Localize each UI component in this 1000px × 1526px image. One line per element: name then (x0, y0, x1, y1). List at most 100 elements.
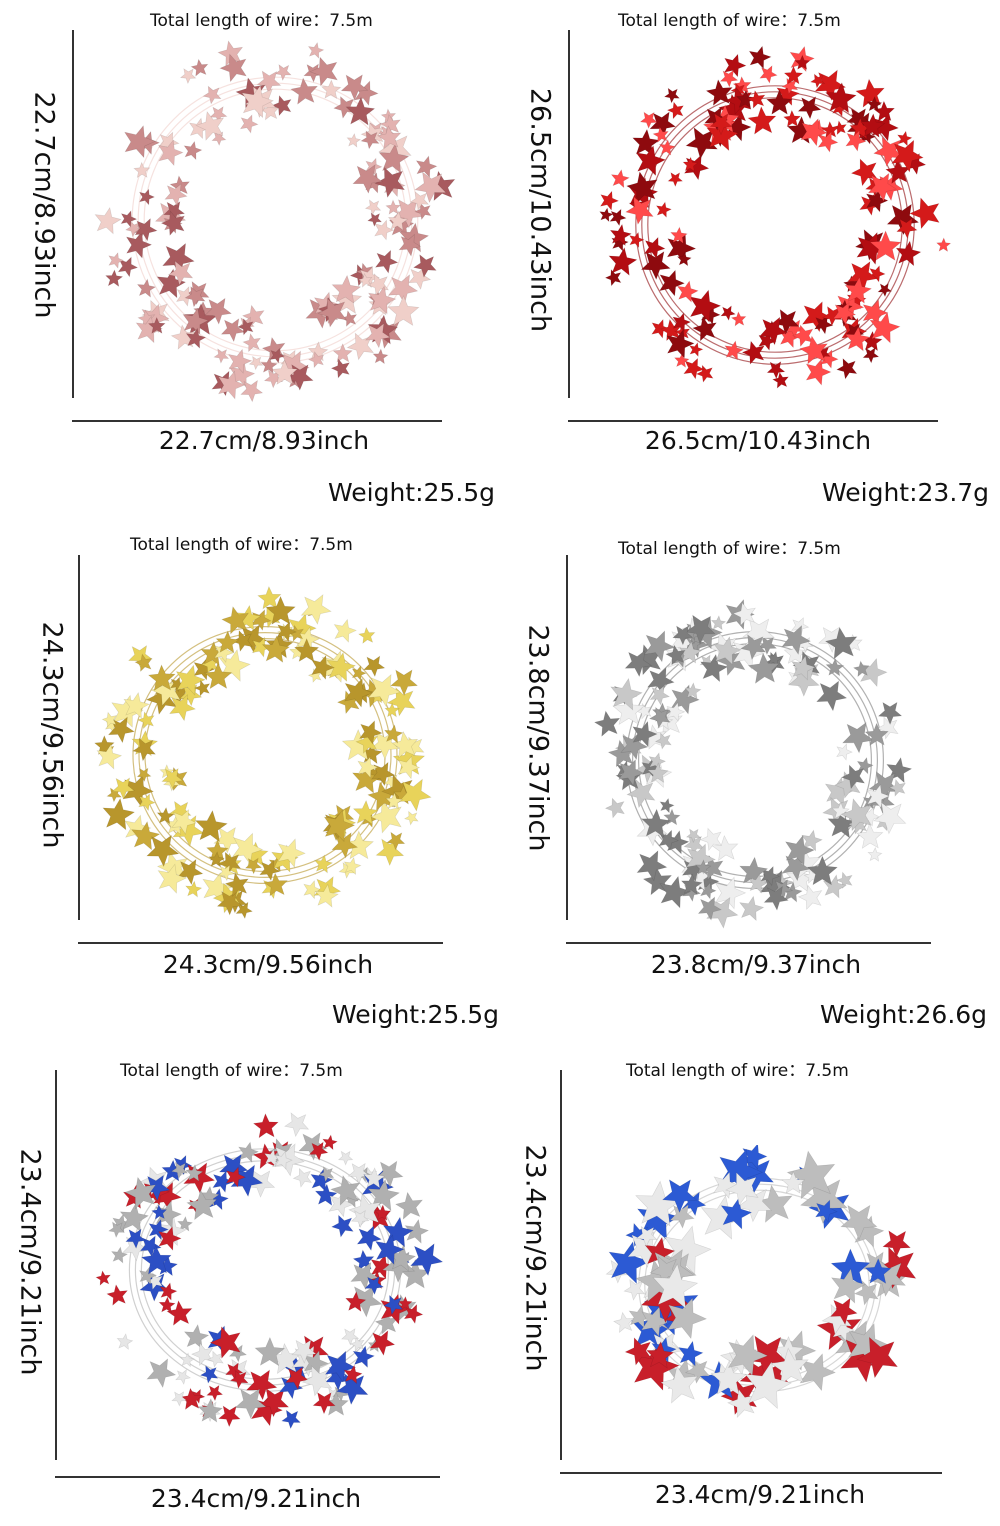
weight-label: Weight:25.5g (328, 478, 496, 507)
wreath-star (798, 335, 829, 365)
wreath-star (599, 207, 614, 223)
wreath-star (685, 614, 716, 645)
wreath-star (263, 872, 289, 897)
wreath-star (364, 322, 391, 349)
wreath-star (697, 896, 722, 921)
wreath-star (682, 156, 699, 172)
wreath-star (326, 651, 357, 682)
weight-label: Weight:25.5g (332, 1000, 500, 1029)
wreath-star (809, 73, 826, 89)
wreath-star (301, 1365, 333, 1397)
wreath-star (369, 800, 402, 834)
wreath-star (95, 1270, 112, 1286)
wreath-star (695, 364, 714, 383)
wreath-star (724, 340, 745, 361)
wreath-star (608, 246, 638, 276)
wreath-star (311, 654, 336, 681)
star-wreath-image-rose-gold (94, 40, 456, 403)
wreath-star (284, 1112, 310, 1138)
wreath-star (659, 875, 692, 909)
wreath-star (409, 1243, 444, 1277)
wreath-star (102, 797, 136, 831)
wreath-star (415, 155, 438, 178)
wreath-star (291, 1339, 317, 1364)
wreath-star (723, 53, 747, 78)
wreath-star (125, 1228, 147, 1249)
wreath-star (271, 359, 299, 385)
wreath-star (732, 602, 756, 627)
wreath-star (725, 1171, 759, 1207)
wreath-star (824, 626, 858, 660)
wreath-star (782, 109, 802, 128)
wreath-star (285, 1366, 309, 1391)
wreath-star (331, 274, 362, 304)
wreath-star (312, 1391, 336, 1415)
wreath-star (221, 605, 250, 635)
wreath-star (322, 1134, 339, 1151)
wreath-star (176, 1215, 194, 1232)
wreath-star (257, 585, 282, 610)
wreath-star (373, 1204, 392, 1222)
wreath-star (171, 808, 197, 835)
wreath-star (387, 210, 409, 231)
wreath-star (869, 230, 902, 261)
wreath-star (134, 653, 153, 673)
wreath-star (161, 767, 184, 790)
height-dimension-label: 22.7cm/8.93inch (28, 91, 60, 319)
width-dimension-label: 23.4cm/9.21inch (150, 1484, 362, 1513)
wreath-star (224, 872, 249, 897)
wreath-star (845, 129, 867, 152)
wreath-star (208, 851, 226, 868)
wreath-star (254, 1336, 286, 1367)
wreath-star (625, 196, 654, 225)
height-dimension-label: 23.4cm/9.21inch (14, 1148, 46, 1376)
wreath-star (654, 732, 672, 750)
wreath-star (307, 351, 325, 369)
wreath-star (108, 1221, 126, 1239)
wreath-star (868, 1259, 907, 1297)
wire-length-label: Total length of wire：7.5m (618, 539, 841, 559)
wreath-star (412, 254, 437, 278)
wreath-star (862, 347, 880, 364)
wreath-star (309, 56, 338, 87)
wreath-star (136, 767, 152, 783)
star-wreath-image-red (599, 45, 952, 389)
wreath-star (864, 1257, 892, 1285)
wreath-star (844, 276, 873, 304)
wreath-star (367, 285, 397, 315)
wreath-star (344, 677, 373, 708)
wreath-star (836, 743, 853, 761)
wreath-star (618, 758, 645, 787)
wreath-star (374, 249, 399, 274)
wreath-star (220, 318, 246, 343)
width-dimension-line (568, 420, 938, 422)
wreath-star (891, 139, 924, 173)
wreath-star (366, 273, 390, 297)
wreath-star (640, 1306, 671, 1337)
wreath-star (137, 711, 155, 730)
wreath-star (136, 278, 157, 298)
wreath-star (855, 78, 886, 108)
wreath-star (207, 1350, 224, 1368)
wreath-star (374, 219, 395, 241)
wreath-star (346, 133, 362, 148)
wreath-star (699, 827, 723, 852)
wreath-star (164, 183, 188, 207)
wreath-star (748, 873, 769, 894)
wreath-star (867, 172, 898, 203)
wreath-star (375, 1160, 404, 1188)
wreath-star (259, 100, 280, 121)
height-dimension-line (568, 30, 570, 398)
wreath-star (713, 636, 742, 666)
wreath-star (245, 1369, 278, 1401)
wreath-star (859, 113, 886, 138)
wreath-star (217, 370, 246, 400)
wreath-star (759, 65, 778, 84)
height-dimension-line (78, 555, 80, 920)
star-wreath-image-red-white-blue (95, 1112, 444, 1430)
wreath-star (783, 641, 808, 665)
wreath-star (389, 669, 419, 697)
wreath-star (358, 626, 376, 644)
wreath-star (374, 166, 406, 199)
wire-length-label: Total length of wire：7.5m (626, 1061, 849, 1081)
